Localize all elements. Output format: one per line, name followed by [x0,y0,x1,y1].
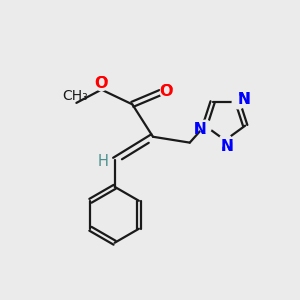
Text: N: N [238,92,250,107]
Text: N: N [220,139,233,154]
Text: O: O [94,76,108,91]
Text: N: N [238,92,250,107]
Text: N: N [220,139,233,154]
Text: O: O [94,76,108,91]
Text: O: O [159,84,172,99]
Text: H: H [98,154,109,169]
Text: N: N [193,122,206,137]
Text: CH₃: CH₃ [62,89,88,103]
Text: O: O [159,84,172,99]
Text: N: N [193,122,206,137]
